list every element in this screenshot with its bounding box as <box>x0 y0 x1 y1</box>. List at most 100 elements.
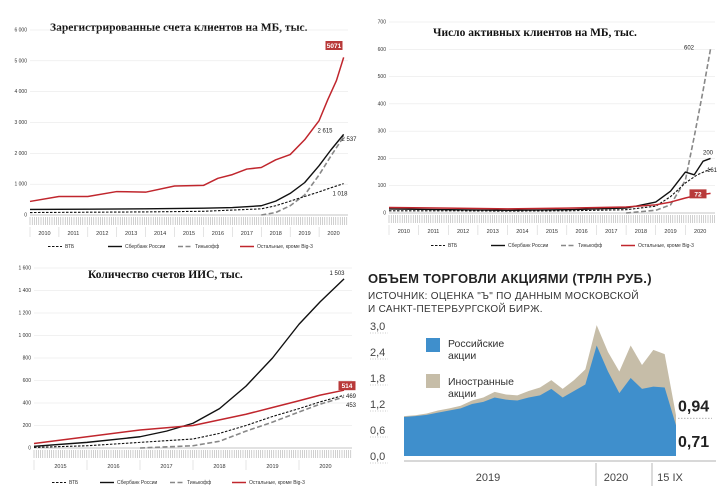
x-year-label: 2010 <box>38 231 50 237</box>
series-line-sber <box>388 157 711 211</box>
value-label-sber: 1 503 <box>329 271 345 277</box>
y-tick-label: 100 <box>378 183 387 189</box>
value-label-others: 72 <box>694 191 702 198</box>
series-line-sber <box>29 133 345 211</box>
y-tick-label: 200 <box>378 156 387 162</box>
x-year-label: 2013 <box>125 231 137 237</box>
y-tick-label: 4 000 <box>14 89 27 95</box>
x-year-label: 2015 <box>54 464 66 470</box>
y-tick-label: 1 600 <box>18 266 31 272</box>
y-tick-label: 1 400 <box>18 288 31 294</box>
x-year-label: 2016 <box>212 231 224 237</box>
y-tick-label: 1 000 <box>14 182 27 188</box>
series-line-tinkoff <box>261 136 345 216</box>
x-year-label: 2018 <box>635 229 647 235</box>
x-year-label: 2017 <box>241 231 253 237</box>
legend-label-others: Остальные, кроме Big-3 <box>638 243 694 249</box>
value-label-sber: 200 <box>703 150 714 156</box>
x-year-label: 2015 <box>183 231 195 237</box>
chart-title: Число активных клиентов на МБ, тыс. <box>433 27 637 39</box>
series-line-vtb <box>389 168 711 212</box>
x-axis-label: 2020 <box>604 472 628 484</box>
x-year-label: 2017 <box>160 464 172 470</box>
chart-iis-accounts-svg: Количество счетов ИИС, тыс. 0 200 400 600 80… <box>18 266 357 487</box>
series-line-others <box>388 192 711 210</box>
chart-title: ОБЪЕМ ТОРГОВЛИ АКЦИЯМИ (ТРЛН РУБ.) <box>368 271 652 286</box>
chart-active-clients-svg: Число активных клиентов на МБ, тыс. 0 100… <box>378 20 718 250</box>
value-label-sber: 2 615 <box>317 128 333 134</box>
legend-label-vtb: ВТБ <box>69 480 79 486</box>
end-label-total: 0,94 <box>678 398 709 415</box>
x-year-label: 2014 <box>516 229 528 235</box>
value-label-others: 5071 <box>327 43 342 50</box>
series-line-tinkoff <box>626 48 712 214</box>
y-tick-label: 700 <box>378 20 387 26</box>
y-tick-label: 600 <box>23 378 32 384</box>
x-year-label: 2012 <box>457 229 469 235</box>
y-tick-label: 6 000 <box>14 28 27 34</box>
legend-label-foreign: Иностранные <box>448 376 514 388</box>
x-year-label: 2019 <box>664 229 676 235</box>
y-tick-label: 800 <box>23 356 32 362</box>
chart-registered-accounts-svg: Зарегистрированные счета клиентов на МБ,… <box>14 22 357 250</box>
legend-label-others: Остальные, кроме Big-3 <box>257 244 313 250</box>
value-label-tinkoff: 453 <box>346 403 357 409</box>
value-badge <box>689 189 707 199</box>
y-tick-label: 300 <box>378 129 387 135</box>
legend-label-russian: Российские <box>448 338 504 350</box>
month-ticks <box>33 450 351 458</box>
y-tick-label: 200 <box>23 423 32 429</box>
legend-label-russian-2: акции <box>448 350 476 362</box>
area-russian-stocks <box>404 345 676 456</box>
chart-title: Количество счетов ИИС, тыс. <box>88 269 243 281</box>
x-year-label: 2015 <box>546 229 558 235</box>
x-year-label: 2020 <box>319 464 331 470</box>
y-tick-label: 0 <box>24 213 27 219</box>
chart-stock-trading-volume-svg: ОБЪЕМ ТОРГОВЛИ АКЦИЯМИ (ТРЛН РУБ.) ИСТОЧ… <box>368 271 716 486</box>
value-label-tinkoff: 2 537 <box>341 137 357 143</box>
series-line-others <box>33 389 345 445</box>
y-tick-label: 0,6 <box>370 425 385 437</box>
month-ticks <box>388 215 715 223</box>
y-tick-label: 1,2 <box>370 399 385 411</box>
value-badge <box>325 41 343 50</box>
value-badge <box>338 381 356 391</box>
y-tick-label: 3,0 <box>370 321 385 333</box>
chart-subtitle-line-1: ИСТОЧНИК: ОЦЕНКА "Ъ" ПО ДАННЫМ МОСКОВСКО… <box>368 289 639 302</box>
y-tick-label: 5 000 <box>14 58 27 64</box>
x-year-label: 2019 <box>266 464 278 470</box>
x-year-label: 2020 <box>694 229 706 235</box>
x-year-label: 2020 <box>327 231 339 237</box>
y-tick-label: 2,4 <box>370 347 385 359</box>
x-year-label: 2013 <box>487 229 499 235</box>
legend-label-tinkoff: Тинькофф <box>195 244 219 250</box>
chart-active-clients: Число активных клиентов на МБ, тыс. 0 100… <box>363 0 720 252</box>
series-line-sber <box>33 278 345 448</box>
chart-registered-accounts: Зарегистрированные счета клиентов на МБ,… <box>0 0 357 252</box>
y-tick-label: 0,0 <box>370 451 385 463</box>
legend-label-sber: Сбербанк России <box>125 244 166 250</box>
y-tick-label: 500 <box>378 74 387 80</box>
chart-title: Зарегистрированные счета клиентов на МБ,… <box>50 22 308 34</box>
series-line-tinkoff <box>139 396 345 449</box>
legend-label-foreign-2: акции <box>448 388 476 400</box>
series-line-vtb <box>33 394 345 448</box>
y-tick-label: 0 <box>383 211 386 217</box>
chart-stock-trading-volume: ОБЪЕМ ТОРГОВЛИ АКЦИЯМИ (ТРЛН РУБ.) ИСТОЧ… <box>360 258 720 488</box>
x-year-label: 2018 <box>270 231 282 237</box>
value-label-vtb: 1 018 <box>332 192 348 198</box>
x-year-label: 2011 <box>67 231 79 237</box>
y-tick-label: 1 000 <box>18 333 31 339</box>
x-year-label: 2019 <box>299 231 311 237</box>
value-label-tinkoff: 602 <box>684 46 695 52</box>
y-tick-label: 2 000 <box>14 151 27 157</box>
legend-label-sber: Сбербанк России <box>508 243 549 249</box>
x-year-label: 2018 <box>213 464 225 470</box>
value-label-vtb: 469 <box>346 394 357 400</box>
chart-subtitle-line-2: И САНКТ-ПЕТЕРБУРГСКОЙ БИРЖ. <box>368 302 543 315</box>
y-tick-label: 1,8 <box>370 373 385 385</box>
series-line-others <box>29 57 345 203</box>
y-tick-label: 400 <box>23 401 32 407</box>
y-tick-label: 3 000 <box>14 120 27 126</box>
value-label-others: 514 <box>342 383 353 390</box>
